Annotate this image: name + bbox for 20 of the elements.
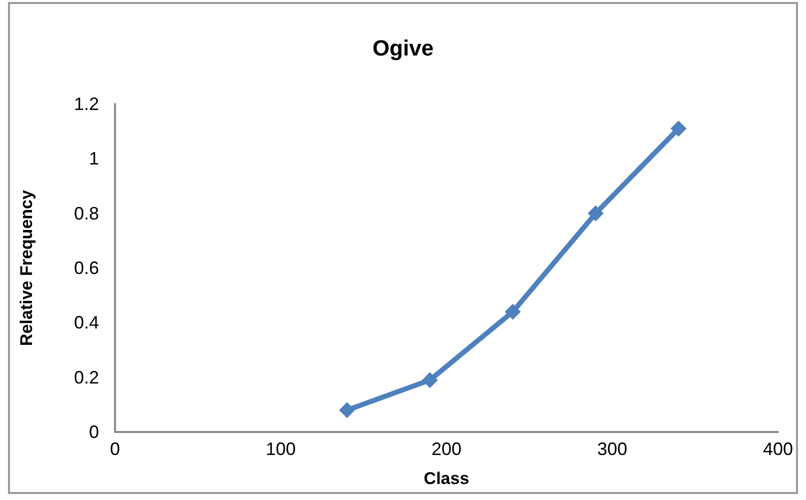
y-tick-label: 0 <box>88 422 99 442</box>
x-tick-label: 300 <box>597 439 628 459</box>
x-axis-title: Class <box>424 469 470 488</box>
y-tick-label: 0.2 <box>74 367 99 388</box>
y-tick-label: 0.4 <box>74 312 99 333</box>
point <box>504 304 521 320</box>
x-tick-label: 400 <box>762 439 794 459</box>
point <box>339 402 356 418</box>
y-tick-label: 0.6 <box>74 258 99 278</box>
x-tick-label: 100 <box>266 439 296 459</box>
y-tick-label: 0.8 <box>74 203 99 224</box>
point <box>670 120 687 137</box>
point <box>422 372 438 388</box>
point <box>588 205 604 222</box>
chart-title: Ogive <box>372 36 434 60</box>
y-axis-title: Relative Frequency <box>17 190 36 346</box>
y-tick-label: 1 <box>88 148 99 169</box>
x-tick-label: 0 <box>110 439 120 459</box>
y-tick-label: 1.2 <box>74 94 99 114</box>
x-tick-label: 200 <box>431 439 462 459</box>
